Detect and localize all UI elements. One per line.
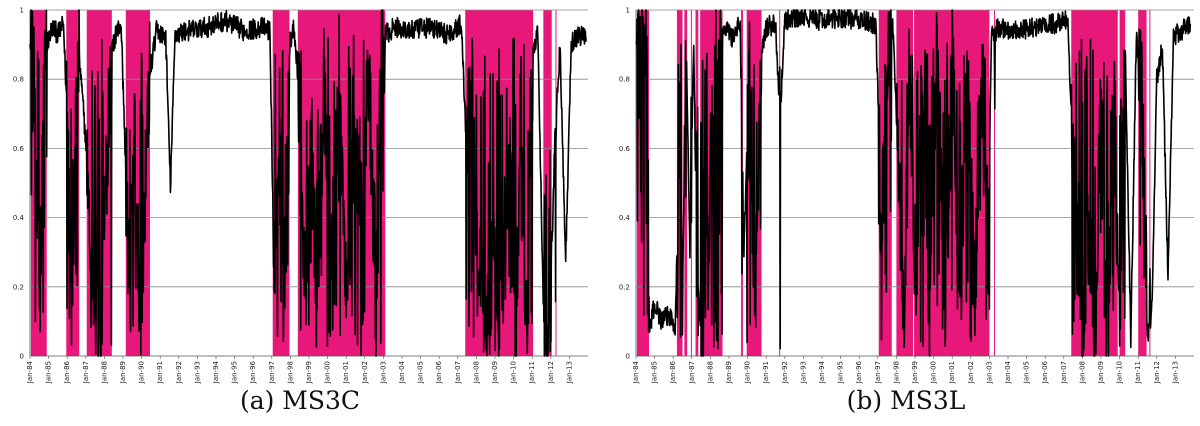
x-tick-label: Jan-97 [874,361,882,384]
x-tick-label: Jan-89 [119,361,127,384]
panel-ms3l: 0 0.2 0.4 0.6 0.8 1 Jan-84 Jan-85 Jan-86 Jan-87 Ja… [606,0,1200,426]
y-tick-label: 0.8 [13,76,24,84]
x-tick-label: Jan-00 [930,361,938,384]
x-tick-label: Jan-04 [398,360,406,384]
x-tick-label: Jan-91 [156,361,164,384]
x-tick-label: Jan-02 [361,361,369,384]
x-tick-label: Jan-87 [82,361,90,384]
y-tick-label: 0 [626,353,630,361]
y-tick-label: 0 [20,353,24,361]
x-tick-label: Jan-99 [305,361,313,384]
x-tick-label: Jan-94 [818,360,826,384]
x-tick-label: Jan-92 [781,361,789,384]
x-tick-label: Jan-88 [100,361,108,384]
x-tick-label: Jan-99 [911,361,919,384]
y-tick-label: 0.6 [619,145,631,153]
y-tick-label: 0.2 [619,283,630,291]
x-tick-label: Jan-12 [1153,361,1161,384]
x-tick-label: Jan-08 [472,361,480,384]
y-tick-label: 0.4 [13,214,25,222]
panel-ms3c: 0 0.2 0.4 0.6 0.8 1 Jan-84 Jan-85 Jan-86 Jan-87 Ja… [13,7,588,415]
series-line [29,9,587,357]
x-tick-label: Jan-84 [26,360,34,384]
x-tick-label: Jan-02 [967,361,975,384]
x-tick-label: Jan-10 [1116,361,1124,384]
x-tick-label: Jan-06 [1041,360,1049,384]
x-tick-label: Jan-98 [892,361,900,384]
x-tick-label: Jan-12 [547,361,555,384]
x-tick-label: Jan-89 [725,361,733,384]
shaded-period [994,10,996,356]
x-tick-label: Jan-93 [193,361,201,384]
x-tick-label: Jan-03 [985,361,993,384]
x-tick-label: Jan-03 [379,361,387,384]
x-tick-label: Jan-84 [632,360,640,384]
y-tick-label: 0.2 [13,283,24,291]
x-tick-label: Jan-91 [762,361,770,384]
series-line [635,9,1192,357]
x-tick-label: Jan-90 [138,361,146,384]
chart-ms3c: 0 0.2 0.4 0.6 0.8 1 Jan-84 Jan-85 Jan-86 Jan-87 Ja… [13,7,588,384]
x-tick-label: Jan-85 [651,361,659,384]
x-tick-label: Jan-96 [249,360,257,384]
x-tick-label: Jan-85 [45,361,53,384]
chart-caption: (b) MS3L [846,386,966,415]
x-tick-label: Jan-88 [706,361,714,384]
x-tick-label: Jan-95 [837,361,845,384]
y-tick-label: 0.4 [619,214,631,222]
x-tick-label: Jan-95 [231,361,239,384]
x-tick-label: Jan-11 [528,361,536,384]
x-tick-label: Jan-13 [565,361,573,384]
x-tick-label: Jan-09 [1097,361,1105,384]
x-tick-label: Jan-01 [342,361,350,384]
x-tick-label: Jan-06 [435,360,443,384]
x-tick-label: Jan-00 [324,361,332,384]
x-tick-label: Jan-86 [63,360,71,384]
x-tick-label: Jan-11 [1134,361,1142,384]
y-tick-label: 0.8 [619,76,630,84]
x-tick-label: Jan-05 [417,361,425,384]
shaded-period [543,10,552,356]
chart-ms3l: 0 0.2 0.4 0.6 0.8 1 Jan-84 Jan-85 Jan-86 Jan-87 Ja… [619,7,1194,384]
x-tick-label: Jan-13 [1171,361,1179,384]
x-tick-label: Jan-07 [454,361,462,384]
x-tick-label: Jan-87 [688,361,696,384]
x-tick-label: Jan-07 [1060,361,1068,384]
x-tick-label: Jan-86 [669,360,677,384]
x-tick-label: Jan-98 [286,361,294,384]
x-tick-label: Jan-96 [855,360,863,384]
chart-caption: (a) MS3C [239,386,361,415]
x-tick-label: Jan-10 [510,361,518,384]
x-tick-label: Jan-05 [1023,361,1031,384]
y-tick-label: 1 [20,7,24,15]
y-tick-label: 0.6 [13,145,25,153]
x-tick-label: Jan-94 [212,360,220,384]
x-tick-label: Jan-92 [175,361,183,384]
x-tick-label: Jan-09 [491,361,499,384]
x-tick-label: Jan-90 [744,361,752,384]
x-tick-label: Jan-08 [1078,361,1086,384]
shaded-period [1149,10,1151,356]
x-tick-label: Jan-93 [799,361,807,384]
x-tick-label: Jan-97 [268,361,276,384]
y-tick-label: 1 [626,7,630,15]
x-tick-label: Jan-04 [1004,360,1012,384]
x-tick-label: Jan-01 [948,361,956,384]
